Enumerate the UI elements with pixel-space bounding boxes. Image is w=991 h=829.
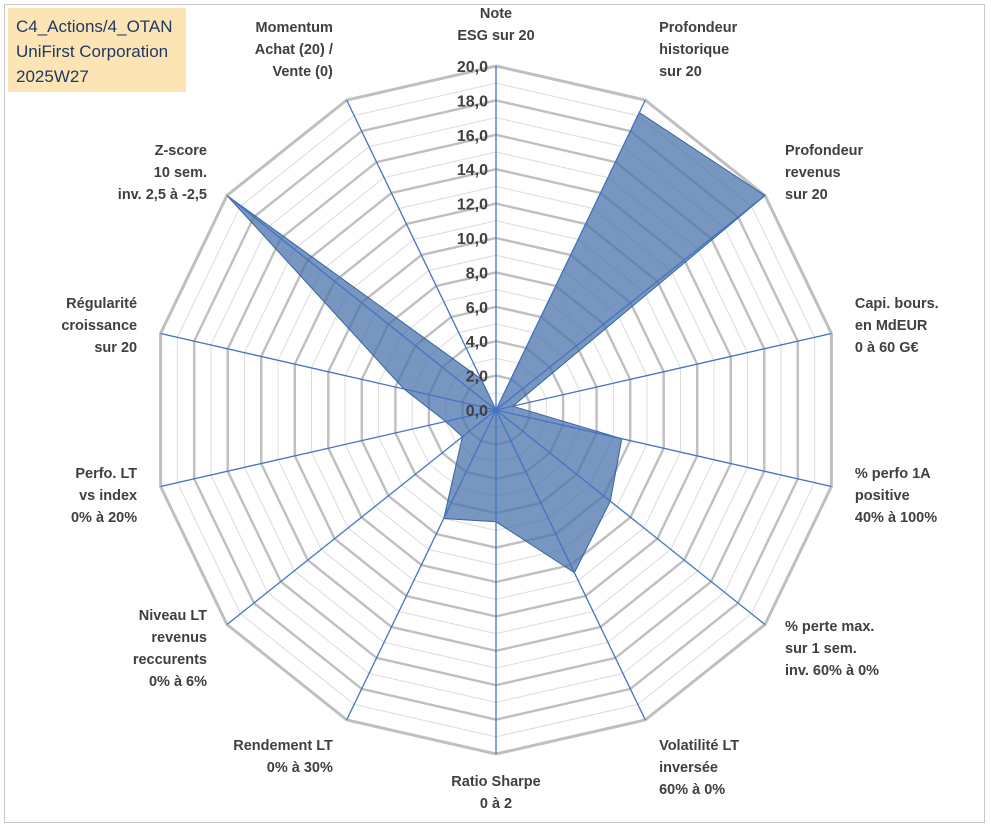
radar-axis-label-line: vs index bbox=[79, 488, 137, 504]
radar-spoke bbox=[495, 332, 832, 411]
radar-spoke bbox=[495, 409, 832, 488]
radar-axis-label-line: historique bbox=[659, 42, 729, 58]
radar-axis-label-line: Momentum bbox=[256, 20, 333, 36]
radar-spoke bbox=[495, 99, 646, 411]
radar-axis-label: Profondeur historique sur 20 bbox=[659, 20, 737, 80]
radar-tick-label: 4,0 bbox=[466, 334, 488, 351]
radar-axis-label-line: Régularité bbox=[66, 296, 137, 312]
radar-axis-label-line: Profondeur bbox=[785, 143, 863, 159]
radar-axis-label-line: sur 20 bbox=[785, 187, 828, 203]
radar-axis-label-line: sur 20 bbox=[94, 340, 137, 356]
radar-axis-label-line: % perte max. bbox=[785, 619, 874, 635]
radar-axis-label-line: Note bbox=[480, 6, 512, 22]
radar-tick-label: 20,0 bbox=[457, 59, 488, 76]
radar-axis-label-line: 0 à 2 bbox=[480, 796, 512, 812]
radar-axis-label: Capi. bours. en MdEUR 0 à 60 G€ bbox=[855, 296, 939, 356]
radar-axis-label: Volatilité LT inversée 60% à 0% bbox=[659, 738, 739, 798]
radar-spokes bbox=[160, 66, 832, 754]
radar-axis-label-line: Profondeur bbox=[659, 20, 737, 36]
radar-axis-label: Régularité croissance sur 20 bbox=[61, 296, 137, 356]
radar-spoke bbox=[226, 194, 497, 411]
radar-axis-label-line: inv. 2,5 à -2,5 bbox=[118, 187, 207, 203]
radar-axis-label: Z-score 10 sem. inv. 2,5 à -2,5 bbox=[118, 143, 207, 203]
radar-axis-label: % perfo 1A positive 40% à 100% bbox=[855, 466, 937, 526]
radar-axis-label-line: revenus bbox=[785, 165, 841, 181]
radar-axis-label-line: sur 1 sem. bbox=[785, 641, 857, 657]
radar-axis-label: Perfo. LT vs index 0% à 20% bbox=[71, 466, 137, 526]
radar-axis-label: Profondeur revenus sur 20 bbox=[785, 143, 863, 203]
radar-axis-label: % perte max. sur 1 sem. inv. 60% à 0% bbox=[785, 619, 879, 679]
radar-axis-label-line: Volatilité LT bbox=[659, 738, 739, 754]
radar-axis-label: Ratio Sharpe 0 à 2 bbox=[451, 774, 540, 812]
radar-axis-label-line: Achat (20) / bbox=[255, 42, 333, 58]
radar-axis-label: Momentum Achat (20) / Vente (0) bbox=[255, 20, 333, 80]
radar-axis-label-line: reccurents bbox=[133, 652, 207, 668]
radar-axis-label-line: Rendement LT bbox=[233, 738, 333, 754]
radar-spoke bbox=[160, 409, 497, 488]
radar-axis-label-line: 60% à 0% bbox=[659, 782, 725, 798]
radar-axis-label-line: positive bbox=[855, 488, 910, 504]
radar-tick-label: 6,0 bbox=[466, 300, 488, 317]
radar-tick-label: 10,0 bbox=[457, 231, 488, 248]
radar-axis-label-line: Z-score bbox=[155, 143, 207, 159]
radar-axis-label-line: 0% à 30% bbox=[267, 760, 333, 776]
radar-axis-label-line: 0% à 6% bbox=[149, 674, 207, 690]
radar-spoke bbox=[495, 194, 766, 411]
radar-spoke bbox=[346, 99, 497, 411]
radar-axis-label-line: croissance bbox=[61, 318, 137, 334]
radar-axis-label-line: inv. 60% à 0% bbox=[785, 663, 879, 679]
title-line-3: 2025W27 bbox=[16, 67, 89, 86]
radar-axis-label-line: sur 20 bbox=[659, 64, 702, 80]
radar-axis-label-line: 10 sem. bbox=[154, 165, 207, 181]
radar-spoke bbox=[495, 409, 766, 626]
chart-title-box: C4_Actions/4_OTAN UniFirst Corporation 2… bbox=[8, 8, 186, 92]
radar-tick-label: 16,0 bbox=[457, 128, 488, 145]
radar-tick-label: 8,0 bbox=[466, 265, 488, 282]
radar-tick-label: 14,0 bbox=[457, 162, 488, 179]
radar-axis-label-line: revenus bbox=[151, 630, 207, 646]
radar-axis-label-line: Perfo. LT bbox=[75, 466, 137, 482]
radar-axis-label-line: Ratio Sharpe bbox=[451, 774, 540, 790]
radar-spoke bbox=[226, 409, 497, 626]
radar-axis-label-line: Capi. bours. bbox=[855, 296, 939, 312]
radar-spoke bbox=[346, 409, 497, 721]
radar-axis-label-line: en MdEUR bbox=[855, 318, 928, 334]
radar-spoke bbox=[160, 332, 497, 411]
radar-axis-label: Note ESG sur 20 bbox=[457, 6, 534, 44]
radar-spoke bbox=[495, 409, 646, 721]
radar-axis-label-line: 0 à 60 G€ bbox=[855, 340, 919, 356]
radar-tick-label: 2,0 bbox=[466, 369, 488, 386]
title-line-2: UniFirst Corporation bbox=[16, 42, 169, 61]
radar-axis-label-line: 0% à 20% bbox=[71, 510, 137, 526]
radar-axis-label-line: Niveau LT bbox=[139, 608, 207, 624]
radar-tick-label: 12,0 bbox=[457, 197, 488, 214]
radar-axis-label-line: ESG sur 20 bbox=[457, 28, 534, 44]
radar-axis-label: Rendement LT 0% à 30% bbox=[233, 738, 333, 776]
radar-tick-label: 18,0 bbox=[457, 93, 488, 110]
radar-axis-label-line: % perfo 1A bbox=[855, 466, 931, 482]
radar-axis-label-line: Vente (0) bbox=[272, 64, 333, 80]
radar-axis-label-line: inversée bbox=[659, 760, 718, 776]
title-line-1: C4_Actions/4_OTAN bbox=[16, 17, 173, 36]
radar-axis-label: Niveau LT revenus reccurents 0% à 6% bbox=[133, 608, 207, 690]
radar-tick-label: 0,0 bbox=[466, 403, 488, 420]
radar-axis-labels: Note ESG sur 20 Profondeur historique sur 20… bbox=[61, 6, 938, 812]
radar-tick-labels: 0,0 2,0 4,0 6,0 8,0 10,0 12,0 14,0 16,0 18,0 20,0 bbox=[457, 59, 488, 420]
radar-axis-label-line: 40% à 100% bbox=[855, 510, 937, 526]
